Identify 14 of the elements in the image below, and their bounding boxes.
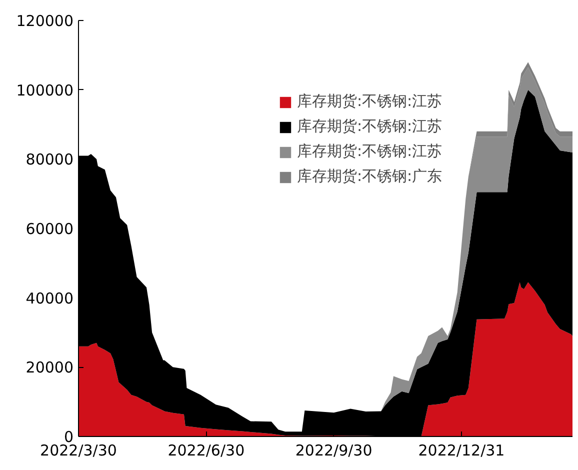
legend-label: 库存期货:不锈钢:江苏 (297, 142, 442, 161)
y-tick-label: 60000 (26, 220, 74, 238)
y-tick-label: 80000 (26, 150, 74, 169)
y-tick-label: 20000 (26, 358, 74, 377)
x-tick-label: 2022/6/30 (168, 442, 245, 460)
x-tick-label: 2022/3/30 (40, 442, 117, 460)
legend-label: 库存期货:不锈钢:广东 (297, 167, 442, 186)
y-tick-label: 100000 (16, 81, 74, 100)
legend-label: 库存期货:不锈钢:江苏 (297, 117, 442, 136)
x-tick-label: 2022/9/30 (295, 442, 372, 460)
y-tick-label: 120000 (16, 12, 74, 30)
legend-label: 库存期货:不锈钢:江苏 (297, 92, 442, 111)
y-tick-label: 40000 (26, 289, 74, 308)
x-tick-label: 2022/12/31 (418, 442, 505, 460)
